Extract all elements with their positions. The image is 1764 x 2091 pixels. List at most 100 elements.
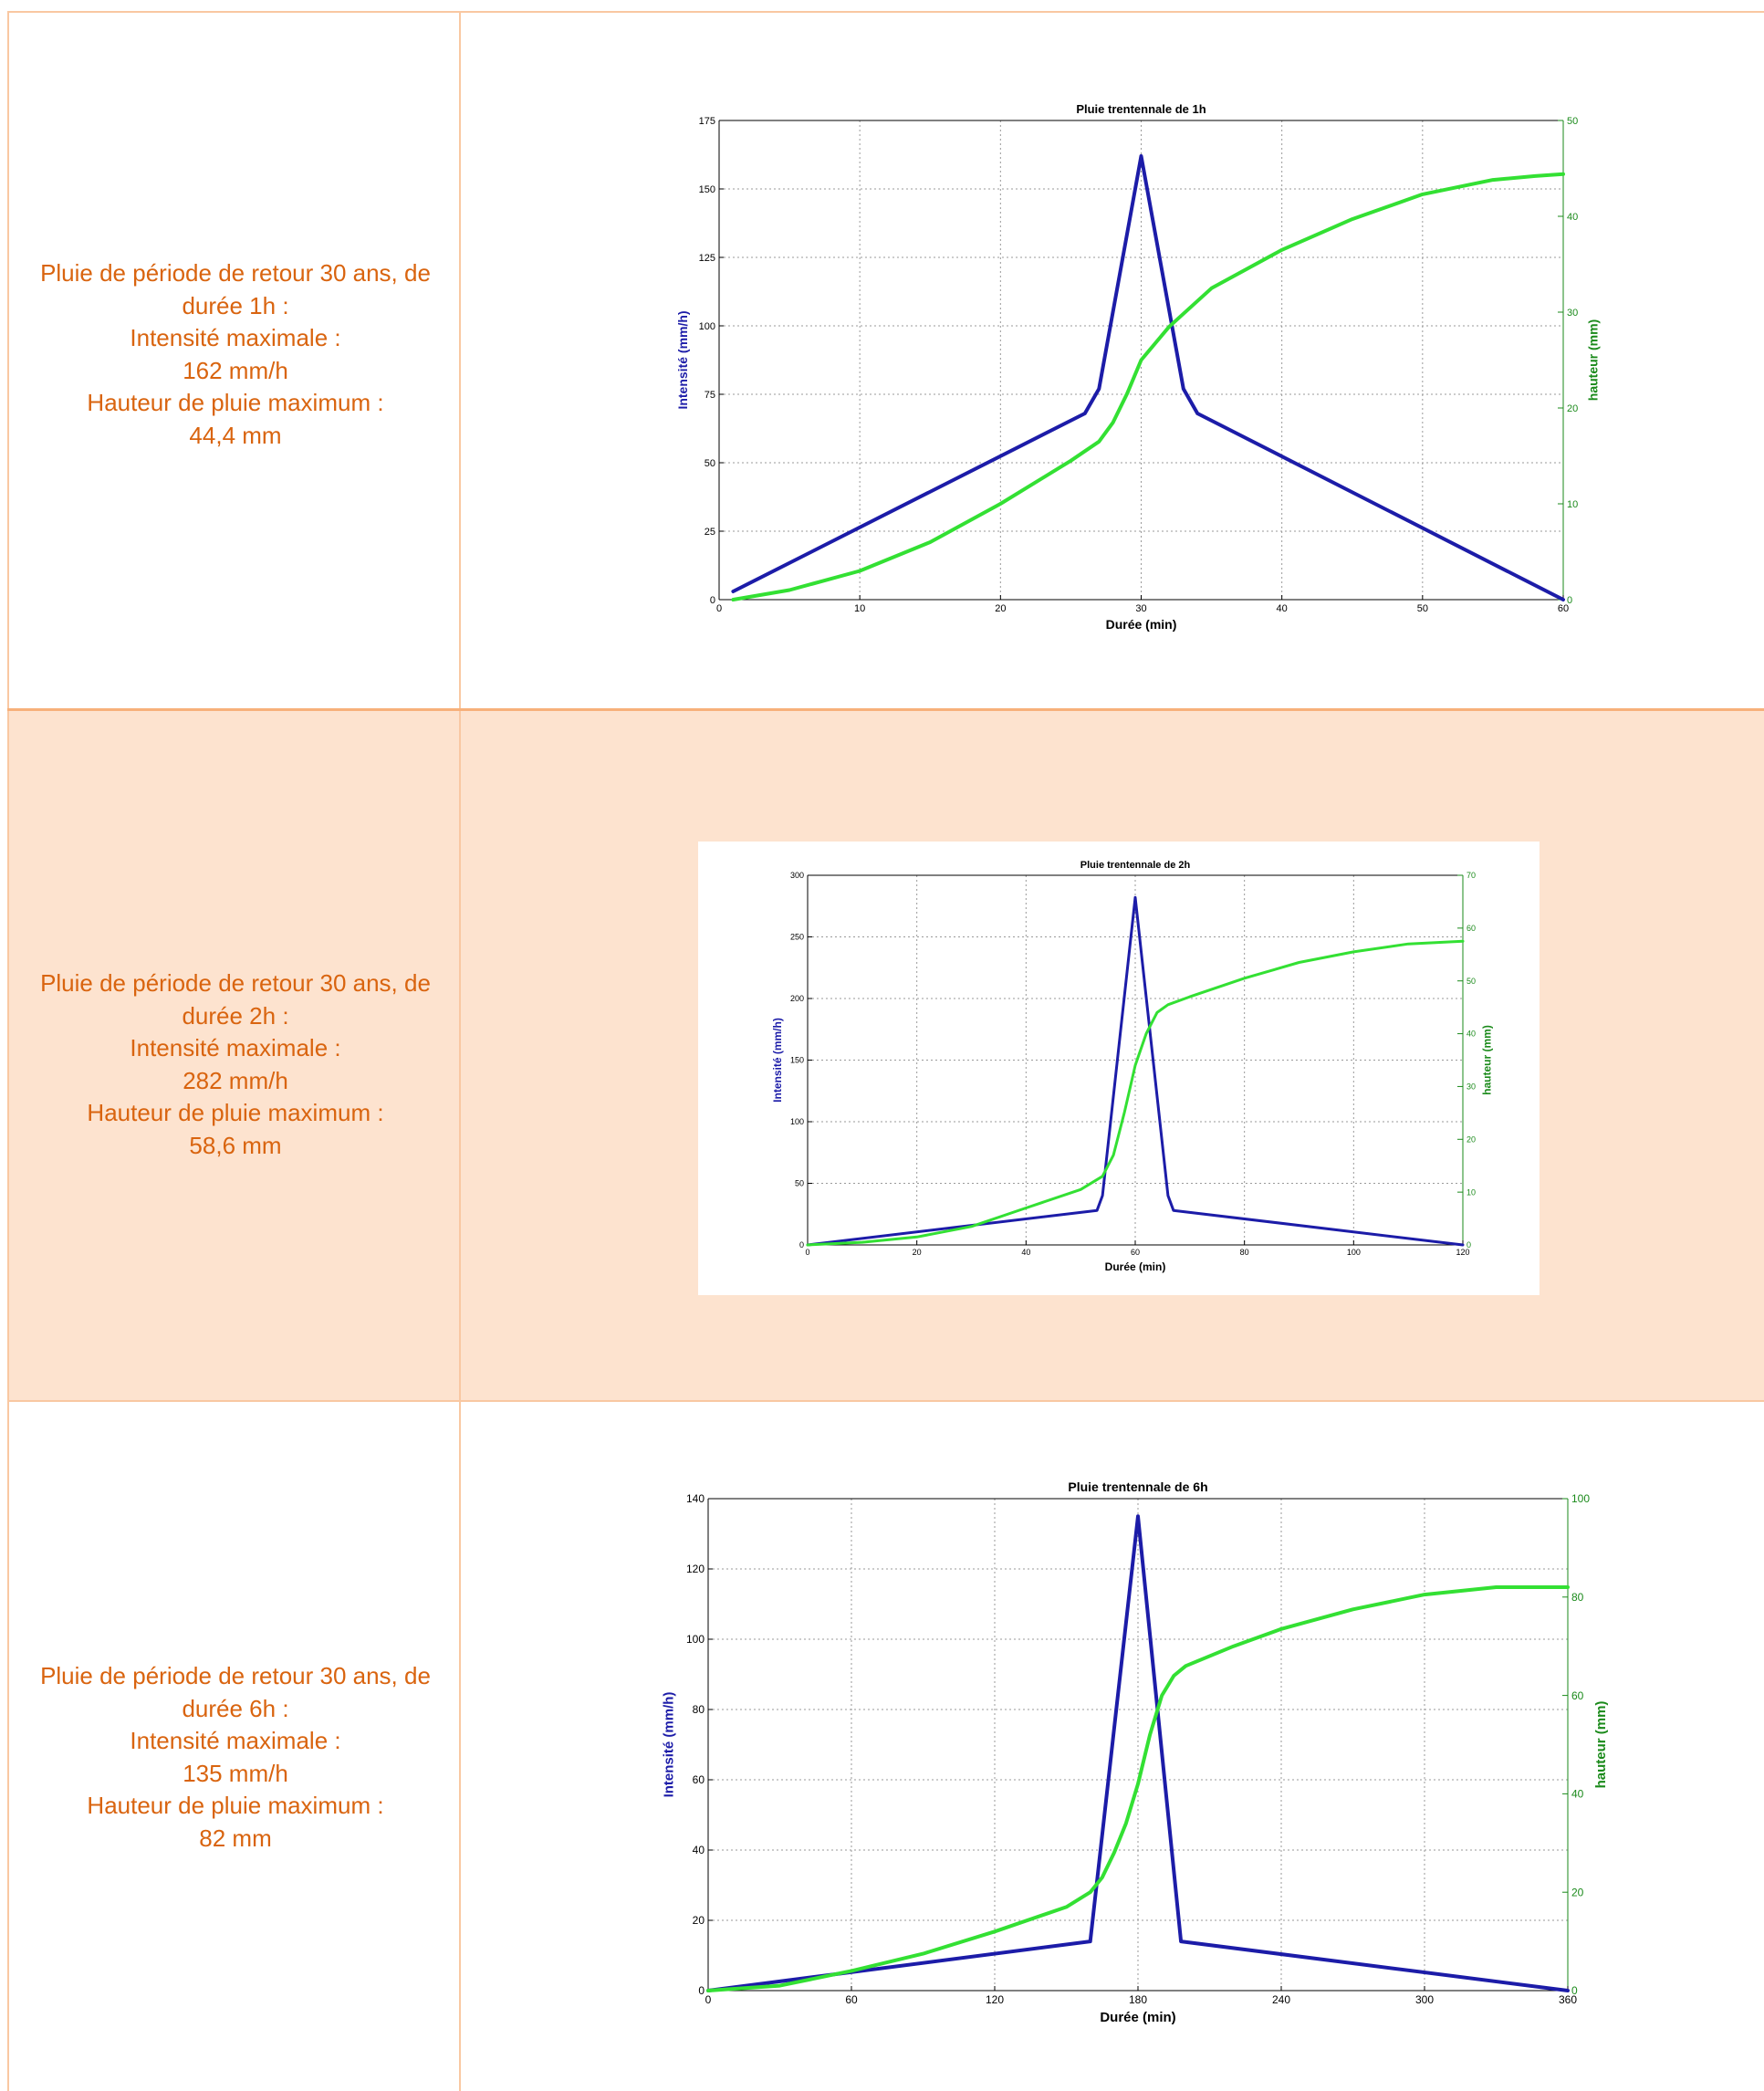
- y2-tick-label: 10: [1467, 1187, 1476, 1197]
- plot-area: [808, 875, 1463, 1245]
- x-axis-label: Durée (min): [1100, 2010, 1175, 2025]
- y-tick-label: 175: [699, 116, 715, 127]
- caption-line: durée 2h :: [182, 1001, 289, 1030]
- y2-tick-label: 50: [1567, 116, 1578, 127]
- y-tick-label: 40: [693, 1844, 705, 1856]
- chart-6h-svg: 0 60 120 180 240 300 3600204060801001201400204…: [662, 1479, 1609, 2025]
- x-axis-label: Durée (min): [1106, 617, 1177, 632]
- caption-line: Hauteur de pluie maximum :: [87, 1099, 384, 1127]
- x-tick-label: 120: [1456, 1248, 1469, 1257]
- y-tick-label: 0: [799, 1240, 804, 1249]
- y-tick-label: 50: [705, 458, 715, 469]
- row-divider: [7, 11, 1764, 13]
- y-tick-label: 150: [699, 184, 715, 195]
- table-row: Pluie de période de retour 30 ans, de du…: [7, 709, 1764, 1401]
- hauteur-series-line: [806, 939, 1465, 1247]
- caption-line: durée 1h :: [182, 291, 289, 319]
- column-divider: [459, 11, 461, 2091]
- y-axis-label: Intensité (mm/h): [675, 310, 690, 409]
- y-tick-label: 300: [790, 871, 804, 880]
- y2-tick-label: 40: [1467, 1030, 1476, 1039]
- chart-6h: 0 60 120 180 240 300 360 0 20 40 60 80 100 120 140 0 20 4…: [655, 1460, 1623, 2044]
- x-tick-label: 40: [1021, 1248, 1030, 1257]
- y-tick-label: 60: [693, 1773, 705, 1786]
- hauteur-series-line: [706, 1585, 1570, 1992]
- y2-axis-label: hauteur (mm): [1585, 319, 1600, 401]
- x-tick-label: 0: [805, 1248, 809, 1257]
- chart-title: Pluie trentennale de 2h: [1080, 860, 1191, 871]
- caption-cell: Pluie de période de retour 30 ans, de du…: [16, 1660, 454, 1856]
- x-tick-label: 60: [845, 1993, 858, 2006]
- y2-tick-label: 100: [1571, 1492, 1590, 1505]
- table-left-border: [7, 11, 9, 2091]
- table-row: Pluie de période de retour 30 ans, de du…: [7, 11, 1764, 709]
- x-tick-label: 240: [1272, 1993, 1290, 2006]
- y-tick-label: 50: [795, 1179, 804, 1188]
- y-tick-label: 0: [698, 1984, 705, 1997]
- y2-tick-label: 70: [1467, 871, 1476, 880]
- y2-axis-label: hauteur (mm): [1481, 1025, 1494, 1095]
- grid: [708, 1499, 1568, 1991]
- y2-tick-label: 30: [1567, 308, 1578, 319]
- caption-line: 135 mm/h: [183, 1759, 288, 1787]
- y-tick-label: 20: [693, 1914, 705, 1927]
- y-tick-label: 100: [790, 1117, 804, 1126]
- x-tick-label: 0: [716, 603, 722, 614]
- row-divider: [7, 708, 1764, 711]
- y-tick-label: 250: [790, 933, 804, 942]
- y2-tick-label: 20: [1467, 1134, 1476, 1144]
- y2-tick-label: 20: [1567, 403, 1578, 414]
- caption-line: 58,6 mm: [189, 1131, 282, 1159]
- caption-line: durée 6h :: [182, 1694, 289, 1722]
- caption-line: Pluie de période de retour 30 ans, de: [40, 259, 431, 287]
- chart-1h: 0 10 20 30 40 50 60 0 25 50 75 100 125 150 175 0 10 20 30 4…: [646, 75, 1604, 659]
- x-tick-label: 300: [1415, 1993, 1434, 2006]
- caption-line: Hauteur de pluie maximum :: [87, 389, 384, 417]
- x-tick-label: 20: [913, 1248, 922, 1257]
- intensite-series-line: [731, 154, 1565, 601]
- y2-tick-label: 40: [1567, 212, 1578, 223]
- caption-line: Hauteur de pluie maximum :: [87, 1792, 384, 1820]
- x-axis-label: Durée (min): [1105, 1260, 1166, 1273]
- y-axis-label: Intensité (mm/h): [662, 1692, 677, 1798]
- x-tick-label: 80: [1240, 1248, 1249, 1257]
- caption-line: Intensité maximale :: [130, 1034, 341, 1062]
- x-tick-label: 120: [986, 1993, 1004, 2006]
- chart-title: Pluie trentennale de 6h: [1068, 1479, 1207, 1494]
- intensite-series-line: [706, 1514, 1570, 1992]
- y-tick-label: 25: [705, 527, 715, 538]
- intensite-series-line: [806, 895, 1465, 1247]
- y2-tick-label: 10: [1567, 499, 1578, 510]
- caption-line: 162 mm/h: [183, 356, 288, 384]
- caption-line: Pluie de période de retour 30 ans, de: [40, 1662, 431, 1689]
- x-tick-label: 180: [1129, 1993, 1147, 2006]
- x-tick-label: 30: [1135, 603, 1146, 614]
- grid: [719, 120, 1563, 600]
- y-tick-label: 100: [699, 321, 715, 332]
- x-tick-label: 100: [1347, 1248, 1361, 1257]
- y-tick-label: 0: [710, 595, 715, 606]
- row-divider: [7, 1400, 1764, 1402]
- caption-cell: Pluie de période de retour 30 ans, de du…: [16, 967, 454, 1163]
- y-tick-label: 125: [699, 253, 715, 264]
- y2-axis-label: hauteur (mm): [1593, 1701, 1609, 1789]
- x-tick-label: 20: [995, 603, 1006, 614]
- x-tick-label: 360: [1559, 1993, 1577, 2006]
- y-tick-label: 140: [686, 1492, 705, 1505]
- caption-line: Intensité maximale :: [130, 324, 341, 352]
- y-tick-label: 150: [790, 1056, 804, 1065]
- x-tick-label: 60: [1131, 1248, 1140, 1257]
- x-tick-label: 0: [705, 1993, 712, 2006]
- y-tick-label: 75: [705, 390, 715, 401]
- y2-tick-label: 80: [1571, 1591, 1584, 1604]
- y2-tick-label: 60: [1571, 1689, 1584, 1702]
- chart-2h-svg: 0 20 40 60 80 100 1200501001502002503000102030…: [771, 860, 1494, 1273]
- caption-line: Intensité maximale :: [130, 1727, 341, 1755]
- caption-line: Pluie de période de retour 30 ans, de: [40, 969, 431, 997]
- y2-tick-label: 20: [1571, 1886, 1584, 1898]
- y2-tick-label: 0: [1571, 1984, 1578, 1997]
- y-tick-label: 200: [790, 994, 804, 1003]
- results-table: Pluie de période de retour 30 ans, de du…: [7, 11, 1764, 2091]
- y2-tick-label: 30: [1467, 1082, 1476, 1092]
- chart-2h: 0 20 40 60 80 100 120 0 50 100 150 200 250 300 0 10 20 30…: [698, 842, 1540, 1295]
